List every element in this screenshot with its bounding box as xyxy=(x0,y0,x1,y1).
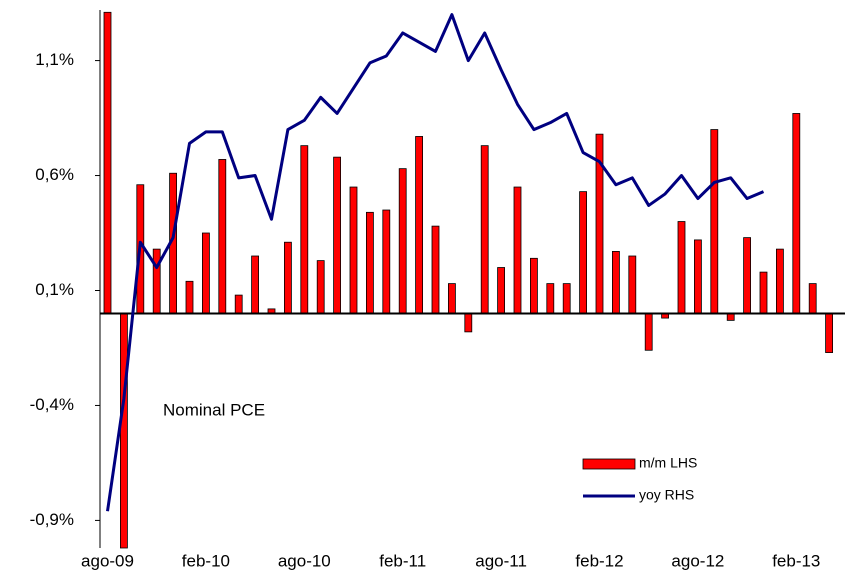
bar xyxy=(431,225,440,314)
bar xyxy=(447,283,456,314)
bar xyxy=(579,191,587,314)
bar xyxy=(726,313,735,321)
bar xyxy=(218,159,227,314)
y-tick-label: 1,1% xyxy=(35,50,74,69)
x-tick-label: feb-11 xyxy=(379,551,426,570)
bar xyxy=(464,313,473,333)
x-tick-label: feb-10 xyxy=(182,551,230,570)
bar xyxy=(185,280,194,314)
bar xyxy=(103,11,112,314)
bar xyxy=(710,129,719,314)
bar xyxy=(201,232,210,314)
bar xyxy=(562,283,571,314)
bar xyxy=(776,248,784,314)
bar xyxy=(694,239,702,314)
bar xyxy=(759,271,768,314)
y-tick-label: 0,6% xyxy=(35,165,74,184)
x-tick-label: ago-09 xyxy=(81,551,134,570)
bar xyxy=(792,113,801,314)
bar xyxy=(628,255,637,314)
bar xyxy=(808,283,817,314)
bar xyxy=(825,313,833,353)
bar xyxy=(152,248,161,314)
bar xyxy=(612,251,620,314)
bar xyxy=(120,313,128,549)
y-tick-label: -0,4% xyxy=(30,395,74,414)
bar xyxy=(333,156,342,314)
bar xyxy=(316,260,325,314)
bar xyxy=(415,136,424,314)
annotation: Nominal PCE xyxy=(163,400,265,419)
line xyxy=(106,13,765,512)
legend-swatch xyxy=(582,458,636,470)
y-tick-label: -0,9% xyxy=(30,510,74,529)
bar xyxy=(234,294,243,314)
bar xyxy=(382,209,391,314)
bar xyxy=(365,211,374,314)
bar xyxy=(530,257,538,314)
bar xyxy=(349,186,358,314)
legend-label: m/m LHS xyxy=(639,455,697,471)
bar xyxy=(743,237,751,314)
x-tick-label: ago-11 xyxy=(475,551,527,570)
bar xyxy=(497,267,506,314)
bar xyxy=(513,186,522,314)
y-tick-label: 0,1% xyxy=(35,280,74,299)
bar xyxy=(283,241,292,314)
x-tick-label: feb-13 xyxy=(772,551,820,570)
x-tick-label: ago-12 xyxy=(671,551,724,570)
bar xyxy=(480,145,489,314)
bar xyxy=(300,145,309,314)
bar xyxy=(644,313,653,351)
bar xyxy=(251,255,260,314)
legend-label: yoy RHS xyxy=(639,487,694,503)
bar xyxy=(398,168,407,314)
x-tick-label: feb-12 xyxy=(575,551,623,570)
bar xyxy=(677,221,686,314)
bar xyxy=(546,283,555,314)
x-tick-label: ago-10 xyxy=(278,551,331,570)
